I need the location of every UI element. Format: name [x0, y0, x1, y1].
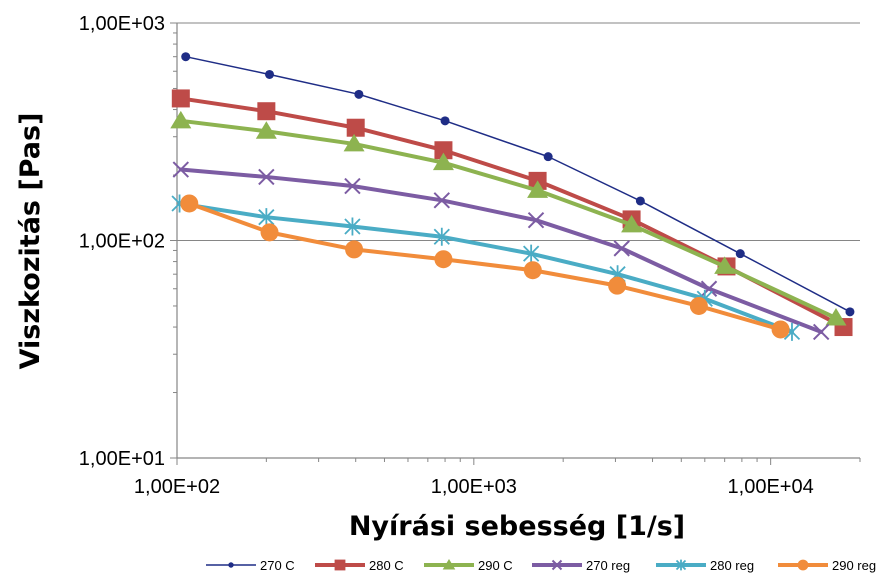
y-axis-title: Viszkozitás [Pas] [15, 113, 46, 370]
legend-label-270-reg: 270 reg [586, 558, 630, 573]
data-point-290-reg [524, 261, 542, 279]
y-tick-label: 1,00E+02 [79, 231, 165, 253]
legend-label-290-reg: 290 reg [832, 558, 876, 573]
legend-marker-290-reg [798, 560, 809, 571]
data-point-290-reg [261, 223, 279, 241]
data-point-290-reg [180, 194, 198, 212]
data-point-280-c [172, 89, 190, 107]
data-point-270-c [181, 52, 190, 61]
legend-label-280-c: 280 C [369, 558, 404, 573]
x-axis-title: Nyírási sebesség [1/s] [349, 511, 685, 542]
data-point-270-c [354, 90, 363, 99]
data-point-270-c [636, 196, 645, 205]
data-point-270-c [845, 307, 854, 316]
data-point-290-reg [772, 320, 790, 338]
x-tick-label: 1,00E+02 [134, 476, 220, 498]
data-point-270-c [544, 152, 553, 161]
legend-label-290-c: 290 C [478, 558, 513, 573]
x-tick-label: 1,00E+04 [728, 476, 814, 498]
data-point-290-reg [434, 250, 452, 268]
x-tick-label: 1,00E+03 [431, 476, 517, 498]
legend-marker-280-c [335, 560, 346, 571]
legend-marker-270-c [228, 562, 233, 567]
y-tick-label: 1,00E+01 [79, 448, 165, 470]
data-point-280-c [257, 102, 275, 120]
data-point-270-c [265, 70, 274, 79]
data-point-270-c [736, 249, 745, 258]
data-point-290-reg [608, 277, 626, 295]
legend-label-280-reg: 280 reg [710, 558, 754, 573]
y-tick-label: 1,00E+03 [79, 13, 165, 35]
data-point-290-reg [345, 240, 363, 258]
data-point-290-reg [690, 297, 708, 315]
legend-label-270-c: 270 C [260, 558, 295, 573]
data-point-270-c [441, 116, 450, 125]
data-point-280-c [347, 119, 365, 137]
